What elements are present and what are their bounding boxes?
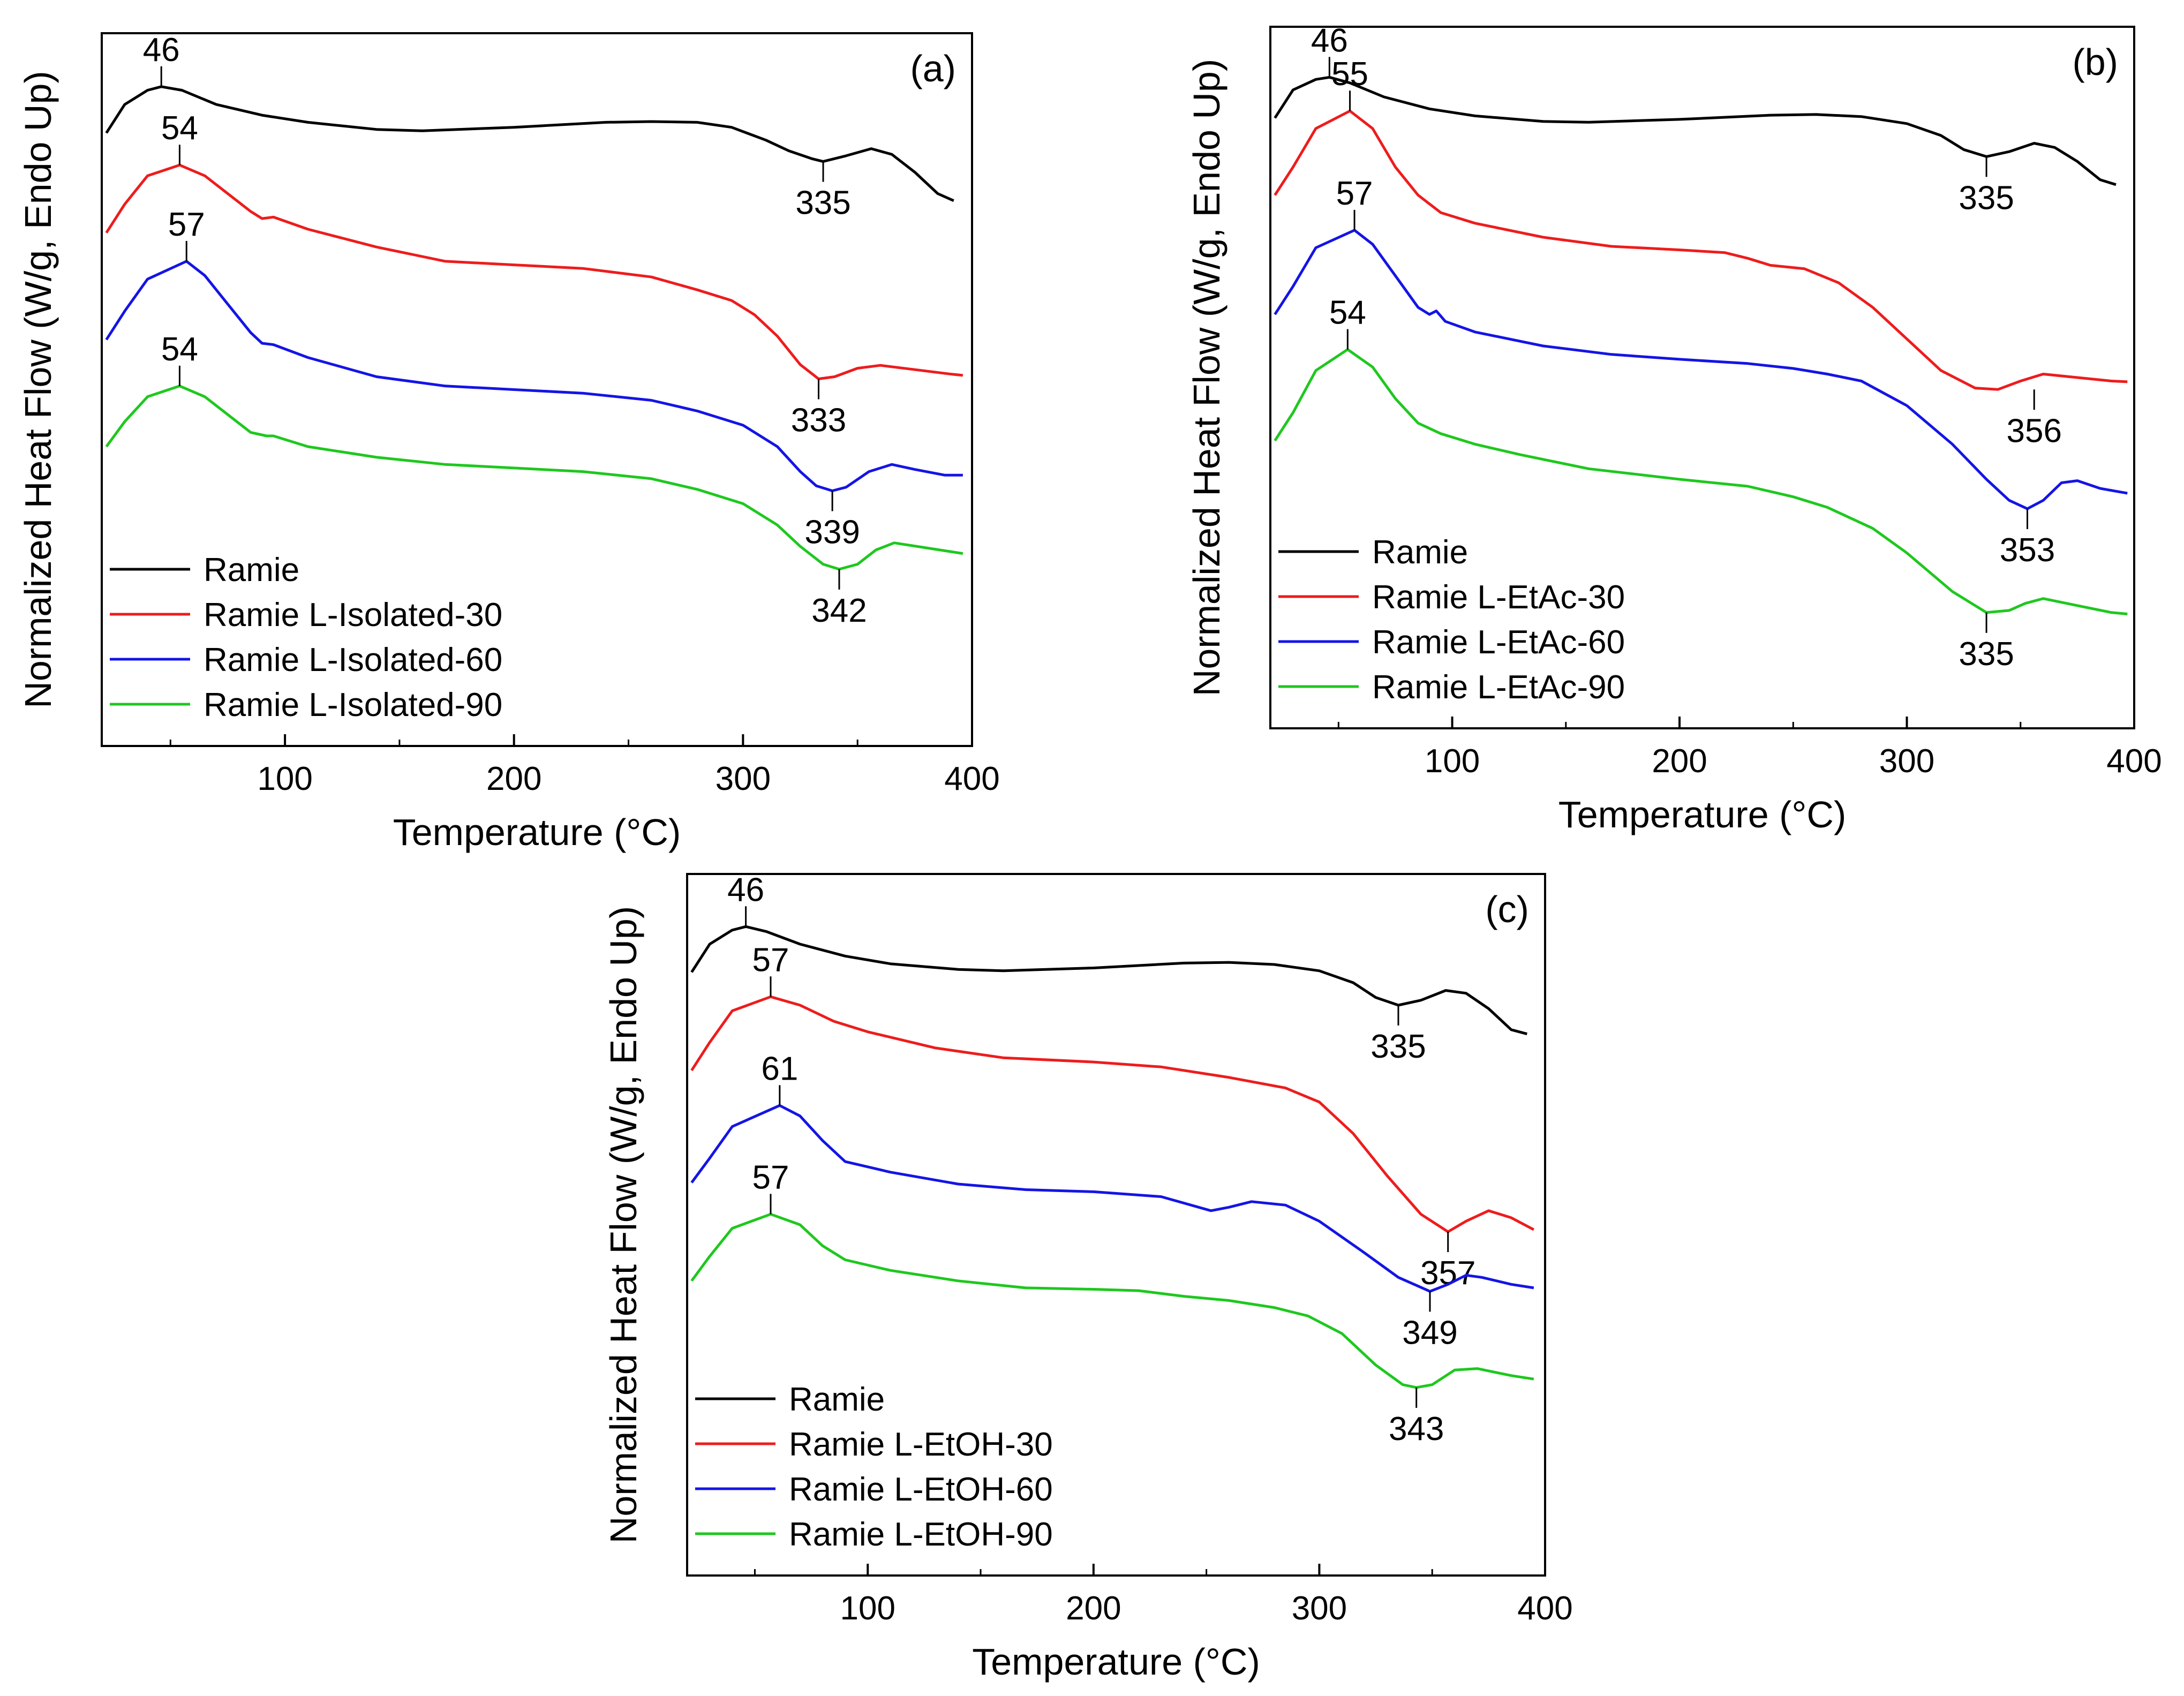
- legend-label: Ramie L-Isolated-30: [204, 597, 502, 634]
- x-tick-label: 300: [1879, 743, 1934, 780]
- peak-label: 57: [752, 941, 789, 978]
- peak-label: 343: [1389, 1411, 1444, 1448]
- panel-label: (a): [910, 48, 956, 89]
- peak-label: 54: [1329, 295, 1366, 331]
- legend-label: Ramie L-EtOH-60: [789, 1471, 1053, 1508]
- peak-label: 335: [1959, 636, 2014, 673]
- x-tick-label: 400: [2106, 743, 2162, 780]
- peak-label: 356: [2007, 412, 2062, 449]
- chart-panel-b: 100 200 300 400 Temperature (°C) Normalized H…: [1186, 22, 2162, 835]
- peak-label: 349: [1402, 1314, 1457, 1351]
- x-tick-label: 300: [716, 760, 771, 797]
- peak-label: 353: [2000, 532, 2055, 569]
- panel-label: (b): [2072, 41, 2118, 83]
- x-axis-label: Temperature (°C): [393, 811, 681, 853]
- y-axis-label: Normalized Heat Flow (W/g, Endo Up): [603, 906, 644, 1543]
- peak-label: 357: [1420, 1255, 1475, 1292]
- y-axis-label: Normalized Heat Flow (W/g, Endo Up): [1186, 59, 1227, 696]
- chart-panel-a: 100 200 300 400 Temperature (°C) Normalized H…: [17, 32, 1000, 853]
- legend-label: Ramie L-EtOH-90: [789, 1516, 1053, 1553]
- plot-frame: [686, 873, 1546, 1577]
- series-line-1: [1274, 76, 2117, 186]
- peak-label: 61: [761, 1050, 798, 1087]
- series-line-3: [1274, 229, 2128, 510]
- x-tick-label: 400: [1517, 1590, 1572, 1627]
- legend-label: Ramie: [1372, 534, 1468, 571]
- series-line-1: [690, 925, 1527, 1036]
- y-axis-label: Normalized Heat Flow (W/g, Endo Up): [17, 71, 59, 708]
- peak-label: 55: [1331, 56, 1368, 93]
- x-axis-label: Temperature (°C): [972, 1641, 1260, 1683]
- peak-label: 46: [143, 32, 180, 69]
- series-line-3: [690, 1104, 1534, 1293]
- x-axis-label: Temperature (°C): [1558, 794, 1847, 835]
- legend-label: Ramie: [789, 1381, 885, 1418]
- legend-label: Ramie L-EtAc-30: [1372, 579, 1625, 616]
- panel-label: (c): [1485, 888, 1529, 930]
- x-tick-label: 100: [840, 1590, 895, 1627]
- x-tick-label: 200: [486, 760, 541, 797]
- legend-label: Ramie L-EtAc-60: [1372, 624, 1625, 661]
- peak-label: 333: [791, 402, 846, 439]
- legend-label: Ramie L-Isolated-60: [204, 642, 502, 679]
- x-tick-label: 200: [1652, 743, 1707, 780]
- peak-label: 54: [161, 331, 198, 368]
- x-tick-label: 100: [257, 760, 312, 797]
- series-line-4: [1274, 348, 2128, 615]
- peak-label: 46: [1311, 22, 1348, 59]
- peak-label: 335: [1370, 1028, 1426, 1065]
- peak-label: 57: [752, 1159, 789, 1196]
- peak-label: 342: [811, 592, 867, 629]
- peak-label: 46: [727, 871, 764, 908]
- series-line-2: [690, 995, 1535, 1233]
- peak-label: 57: [1336, 175, 1373, 212]
- plot-frame: [101, 32, 973, 747]
- x-tick-label: 300: [1292, 1590, 1347, 1627]
- legend-label: Ramie: [204, 552, 299, 589]
- series-line-2: [105, 163, 963, 380]
- x-tick-label: 400: [944, 760, 999, 797]
- series-line-4: [105, 385, 963, 571]
- series-line-4: [690, 1212, 1534, 1389]
- peak-label: 335: [1959, 179, 2014, 216]
- legend-label: Ramie L-Isolated-90: [204, 687, 502, 723]
- peak-label: 335: [795, 185, 850, 222]
- chart-panel-c: 100 200 300 400 Temperature (°C) Normalized H…: [603, 871, 1573, 1683]
- x-tick-label: 100: [1425, 743, 1480, 780]
- legend-label: Ramie L-EtAc-90: [1372, 669, 1625, 706]
- plot-frame: [1269, 26, 2135, 729]
- series-line-2: [1274, 109, 2128, 391]
- peak-label: 54: [161, 110, 198, 147]
- x-tick-label: 200: [1066, 1590, 1121, 1627]
- series-line-1: [105, 85, 954, 202]
- peak-label: 57: [168, 206, 205, 243]
- peak-label: 339: [804, 514, 860, 551]
- series-line-3: [105, 260, 963, 492]
- legend-label: Ramie L-EtOH-30: [789, 1426, 1053, 1463]
